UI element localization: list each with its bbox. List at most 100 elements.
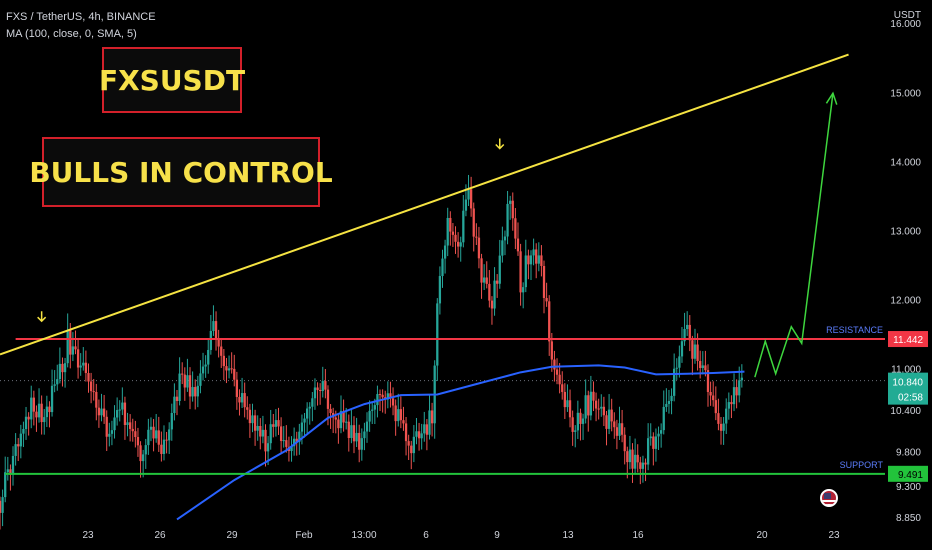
candle-body — [704, 365, 707, 371]
candle-body — [324, 381, 327, 390]
candle-body — [264, 429, 267, 452]
candle-body — [56, 379, 59, 385]
axis-currency: USDT — [894, 10, 921, 21]
candle-body — [628, 449, 632, 463]
peak-arrow-icon — [37, 311, 47, 323]
candle-body — [24, 416, 28, 429]
candle-body — [480, 258, 483, 283]
candle-body — [76, 349, 80, 368]
candle-body — [529, 255, 533, 265]
candle-body — [92, 391, 95, 393]
candle-body — [412, 436, 416, 454]
candle-body — [394, 405, 397, 422]
candle-body — [472, 208, 475, 237]
candle-body — [555, 369, 559, 375]
candle-body — [329, 408, 332, 414]
candle-body — [636, 454, 639, 463]
candle-body — [142, 454, 145, 462]
candle-body — [27, 416, 30, 420]
candle-body — [506, 203, 509, 237]
candle-body — [347, 421, 350, 438]
support-badge-bg — [888, 465, 928, 482]
candle-body — [404, 423, 408, 442]
candle-body — [19, 433, 22, 447]
candle-body — [722, 423, 725, 431]
candle-body — [378, 394, 382, 396]
candle-body — [50, 385, 54, 413]
candle-body — [17, 444, 20, 447]
candle-body — [576, 412, 579, 431]
candle-body — [352, 425, 356, 442]
candle-body — [696, 344, 699, 362]
candle-body — [454, 234, 457, 242]
candle-body — [170, 413, 173, 430]
resistance-badge: 11.442 — [893, 335, 923, 346]
candle-body — [376, 394, 379, 406]
candle-body — [693, 344, 697, 359]
candle-body — [485, 277, 488, 284]
candle-body — [680, 341, 684, 357]
candle-body — [212, 321, 215, 331]
candle-body — [337, 419, 340, 429]
resistance-badge-bg — [888, 331, 928, 348]
candle-body — [678, 356, 681, 368]
candle-body — [321, 381, 324, 391]
candle-body — [292, 438, 296, 447]
candle-body — [243, 393, 246, 408]
us-flag-icon[interactable] — [820, 489, 838, 507]
candle-body — [248, 409, 252, 424]
candle-body — [368, 410, 371, 422]
candle-body — [670, 395, 673, 402]
candle-body — [300, 422, 304, 432]
candle-body — [613, 421, 616, 428]
candle-body — [535, 249, 538, 264]
candle-body — [483, 277, 486, 283]
candle-body — [269, 424, 272, 444]
candle-body — [240, 393, 244, 403]
candle-body — [371, 409, 374, 411]
candle-body — [61, 363, 64, 373]
candle-body — [37, 403, 41, 418]
current-price-badge: 10.840 — [892, 378, 923, 389]
candle-body — [451, 231, 455, 235]
candle-body — [475, 236, 478, 238]
candle-body — [84, 362, 88, 374]
candle-body — [425, 424, 429, 435]
candle-body — [709, 391, 712, 396]
candle-body — [82, 362, 85, 366]
candle-body — [563, 391, 566, 408]
y-tick-label: 12.000 — [890, 295, 921, 306]
x-tick-label: 13 — [562, 530, 574, 541]
x-tick-label: Feb — [295, 530, 313, 541]
candle-body — [545, 297, 548, 302]
candle-body — [438, 276, 442, 304]
candle-body — [246, 407, 249, 410]
candle-body — [207, 349, 210, 365]
candle-body — [199, 373, 202, 386]
candle-body — [35, 411, 38, 418]
candle-body — [527, 255, 530, 265]
candle-body — [43, 417, 46, 423]
candle-body — [600, 406, 603, 409]
candle-body — [100, 408, 103, 416]
candle-body — [108, 433, 111, 437]
candle-body — [168, 429, 171, 441]
candle-body — [256, 425, 259, 431]
candle-body — [162, 439, 166, 454]
y-tick-label: 8.850 — [896, 513, 921, 524]
indicator-legend[interactable]: MA (100, close, 0, SMA, 5) — [6, 28, 137, 40]
candle-body — [272, 424, 275, 427]
candle-body — [566, 400, 569, 408]
candle-body — [0, 500, 2, 513]
candle-body — [253, 415, 257, 431]
candle-body — [102, 408, 106, 417]
candle-body — [542, 266, 546, 298]
candle-body — [308, 406, 311, 409]
candle-body — [548, 301, 551, 342]
candle-body — [235, 379, 239, 397]
candle-body — [477, 237, 481, 259]
candle-body — [386, 393, 389, 400]
current-price-badge-bg — [888, 372, 928, 405]
candle-body — [730, 402, 733, 405]
